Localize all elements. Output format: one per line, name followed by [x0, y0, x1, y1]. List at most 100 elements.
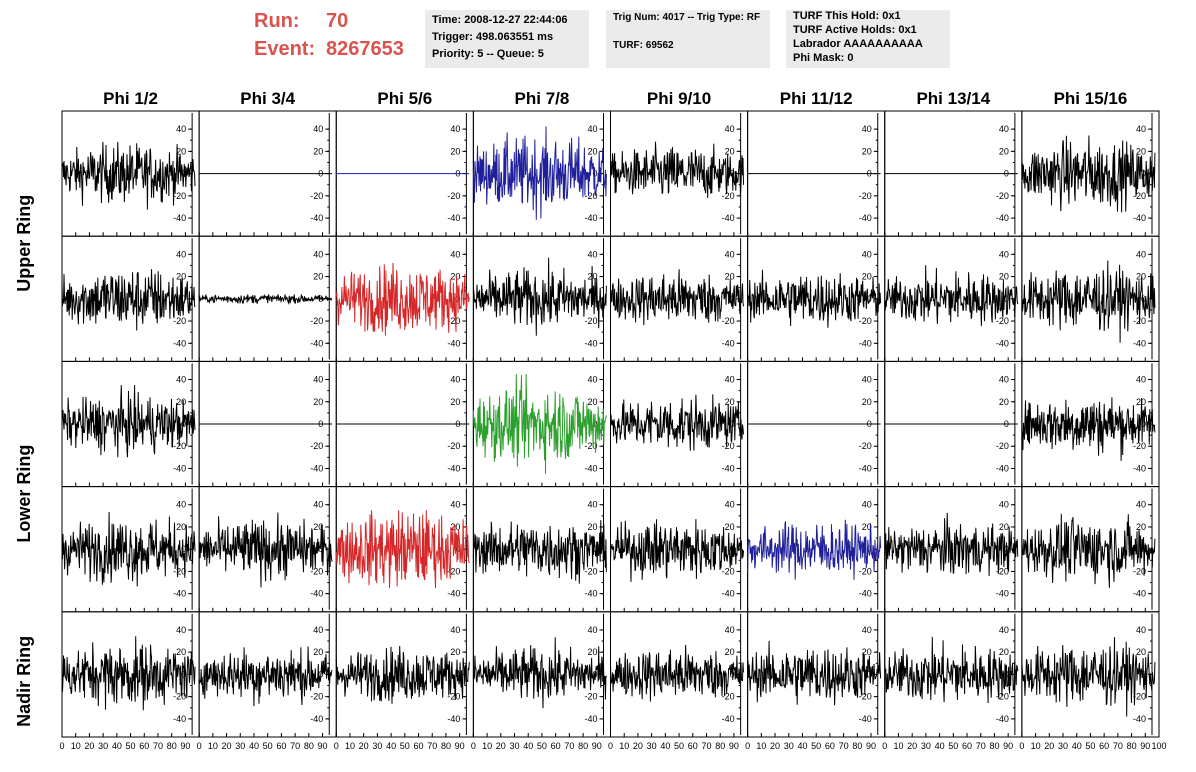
ring-label: Lower Ring	[14, 445, 34, 543]
y-tick-label: 40	[999, 625, 1009, 635]
y-tick-label: 20	[313, 146, 323, 156]
waveform-trace	[472, 637, 607, 709]
y-tick-label: 40	[450, 500, 460, 510]
y-tick-label: -20	[310, 692, 323, 702]
waveform-trace	[747, 519, 882, 580]
y-tick-label: -40	[173, 463, 186, 473]
y-tick-label: -20	[447, 566, 460, 576]
waveform-trace	[472, 373, 607, 475]
x-tick-label: 40	[1072, 741, 1082, 751]
x-tick-label: 60	[688, 741, 698, 751]
x-tick-label: 0	[471, 741, 476, 751]
waveform-trace	[884, 512, 1019, 577]
y-tick-label: -40	[447, 714, 460, 724]
x-tick-label: 30	[235, 741, 245, 751]
turf-this-hold-text: TURF This Hold: 0x1	[793, 10, 901, 22]
y-tick-label: 40	[176, 500, 186, 510]
x-tick-label: 0	[59, 741, 64, 751]
x-tick-label: 50	[537, 741, 547, 751]
y-tick-label: -40	[722, 714, 735, 724]
x-tick-label: 80	[167, 741, 177, 751]
y-tick-label: 0	[181, 294, 186, 304]
y-tick-label: 20	[450, 647, 460, 657]
x-tick-label: 20	[633, 741, 643, 751]
y-tick-label: -40	[173, 213, 186, 223]
waveform-trace	[610, 141, 744, 199]
waveform-trace	[1021, 260, 1156, 343]
x-tick-label: 70	[1113, 741, 1123, 751]
x-tick-label: 70	[564, 741, 574, 751]
y-tick-label: -20	[447, 191, 460, 201]
y-tick-label: -40	[859, 714, 872, 724]
x-tick-label: 100	[1151, 741, 1166, 751]
y-tick-label: 40	[999, 500, 1009, 510]
x-tick-label: 10	[71, 741, 81, 751]
y-tick-label: 40	[587, 500, 597, 510]
y-tick-label: -20	[447, 316, 460, 326]
y-tick-label: -20	[722, 566, 735, 576]
y-tick-label: -20	[584, 566, 597, 576]
event-label: Event:	[254, 38, 316, 60]
y-tick-label: 20	[313, 272, 323, 282]
column-title: Phi 5/6	[377, 89, 432, 108]
run-label: Run:	[254, 10, 300, 32]
y-tick-label: 20	[587, 397, 597, 407]
y-tick-label: -40	[447, 213, 460, 223]
waveform-trace	[61, 385, 196, 458]
y-tick-label: -20	[722, 441, 735, 451]
x-tick-label: 90	[592, 741, 602, 751]
waveform-trace	[335, 262, 470, 336]
y-tick-label: 40	[313, 625, 323, 635]
y-tick-label: -20	[584, 692, 597, 702]
y-tick-label: 40	[999, 249, 1009, 259]
x-tick-label: 0	[608, 741, 613, 751]
y-tick-label: 20	[450, 397, 460, 407]
y-tick-label: -20	[173, 191, 186, 201]
y-tick-label: 20	[176, 272, 186, 282]
y-tick-label: -20	[859, 441, 872, 451]
y-tick-label: 40	[587, 124, 597, 134]
y-tick-label: 20	[313, 647, 323, 657]
y-tick-label: 40	[313, 249, 323, 259]
waveform-trace	[198, 646, 333, 707]
waveform-trace	[1021, 135, 1156, 213]
y-tick-label: -20	[584, 441, 597, 451]
y-tick-label: 40	[313, 375, 323, 385]
y-tick-label: 20	[176, 647, 186, 657]
x-tick-label: 60	[139, 741, 149, 751]
x-tick-label: 20	[84, 741, 94, 751]
y-tick-label: -40	[722, 338, 735, 348]
y-tick-label: 40	[587, 625, 597, 635]
y-tick-label: -40	[310, 213, 323, 223]
y-tick-label: 20	[450, 272, 460, 282]
y-tick-label: -40	[859, 213, 872, 223]
y-tick-label: 40	[450, 124, 460, 134]
y-tick-label: -20	[722, 316, 735, 326]
y-tick-label: -40	[1133, 714, 1146, 724]
y-tick-label: -20	[996, 566, 1009, 576]
y-tick-label: 20	[862, 647, 872, 657]
x-tick-label: 10	[619, 741, 629, 751]
x-tick-label: 30	[1058, 741, 1068, 751]
x-tick-label: 80	[441, 741, 451, 751]
x-tick-label: 40	[660, 741, 670, 751]
y-tick-label: -40	[310, 338, 323, 348]
x-tick-label: 80	[715, 741, 725, 751]
y-tick-label: -20	[173, 692, 186, 702]
x-tick-label: 80	[989, 741, 999, 751]
y-tick-label: -40	[173, 589, 186, 599]
trigger-text: Trigger: 498.063551 ms	[432, 31, 554, 43]
waveform-trace	[610, 519, 744, 582]
y-tick-label: 20	[999, 397, 1009, 407]
x-tick-label: 80	[304, 741, 314, 751]
x-tick-label: 0	[197, 741, 202, 751]
x-tick-label: 30	[372, 741, 382, 751]
y-tick-label: -40	[859, 589, 872, 599]
y-tick-label: 20	[999, 647, 1009, 657]
y-tick-label: 20	[999, 272, 1009, 282]
trig-info-box: Trig Num: 4017 -- Trig Type: RF TURF: 69…	[606, 10, 770, 68]
waveform-trace	[610, 644, 744, 702]
x-tick-label: 90	[318, 741, 328, 751]
ring-label: Upper Ring	[14, 195, 34, 292]
y-tick-label: 20	[1136, 397, 1146, 407]
